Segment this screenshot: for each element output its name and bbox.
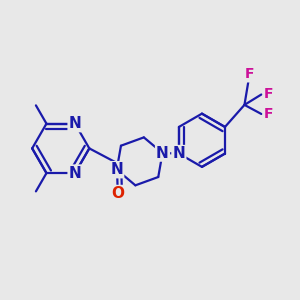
Text: N: N xyxy=(172,146,185,161)
Text: F: F xyxy=(264,107,273,121)
Text: N: N xyxy=(69,166,81,181)
Text: F: F xyxy=(245,68,254,81)
Text: O: O xyxy=(111,186,124,201)
Text: N: N xyxy=(156,146,169,160)
Text: F: F xyxy=(264,88,273,101)
Text: N: N xyxy=(110,162,123,177)
Text: N: N xyxy=(69,116,81,131)
